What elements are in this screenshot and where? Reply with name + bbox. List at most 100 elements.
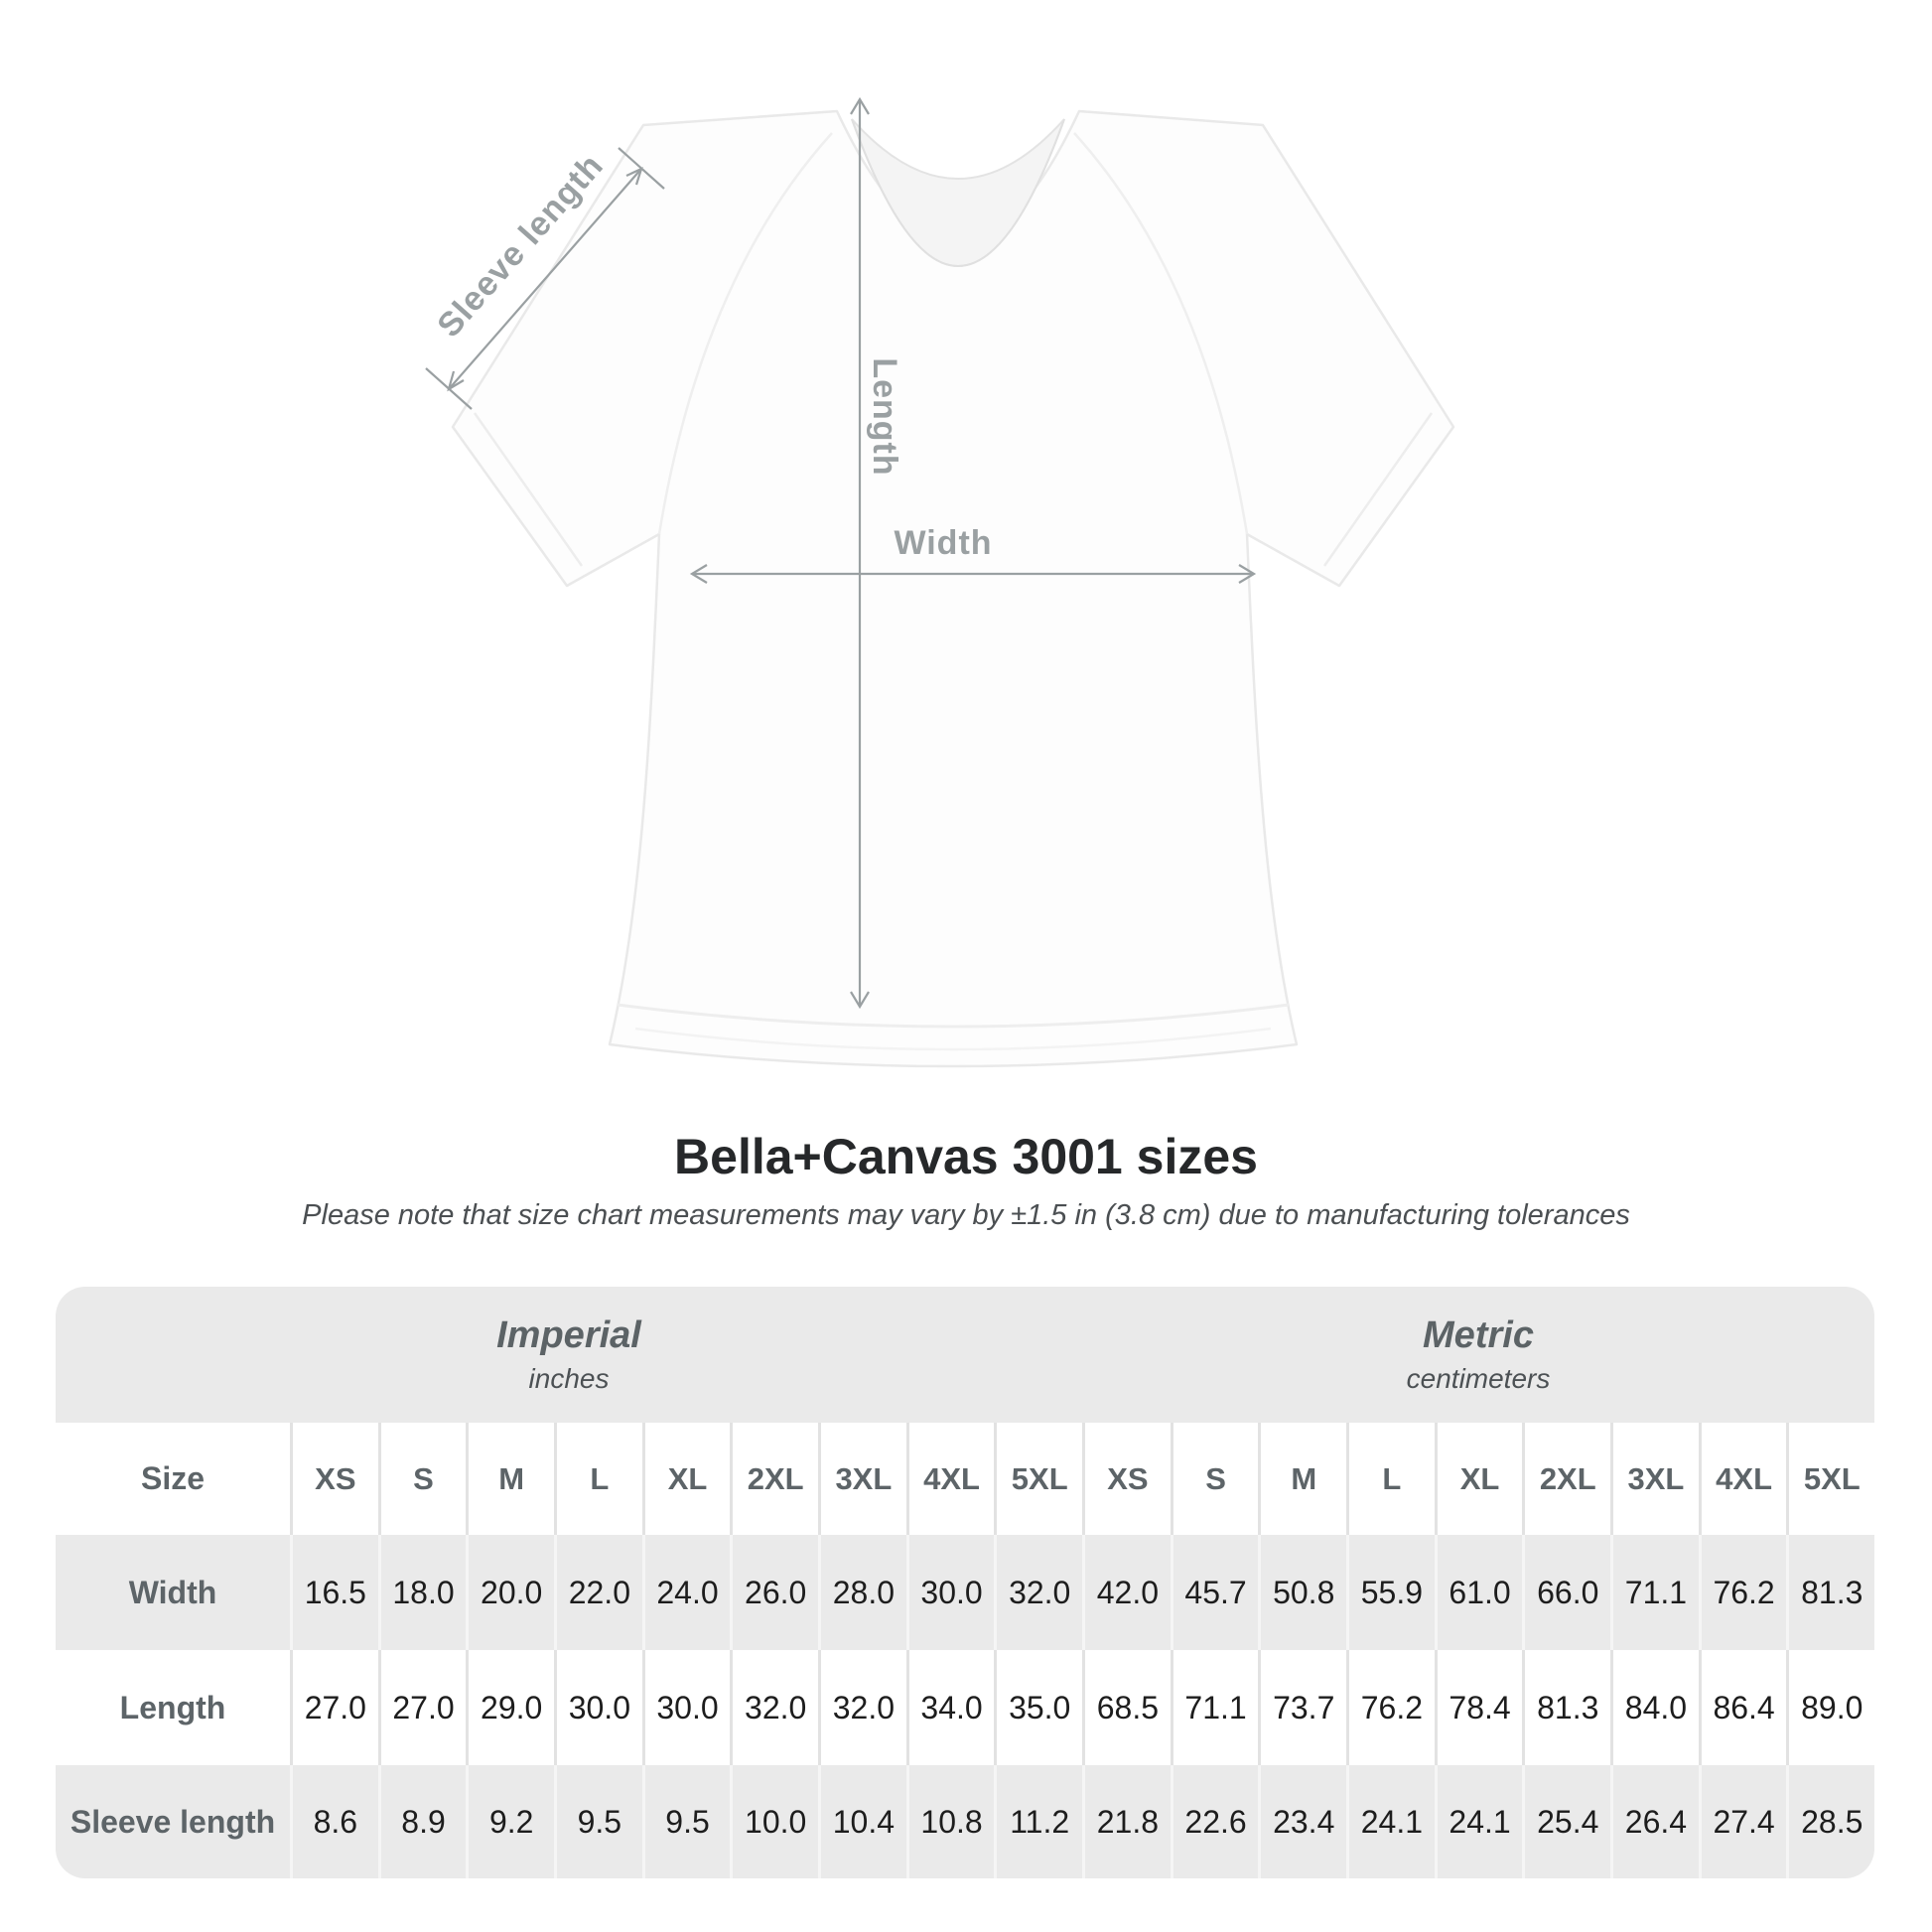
metric-value-cell: 24.1 (1346, 1765, 1435, 1878)
imperial-value-cell: 9.2 (466, 1765, 554, 1878)
metric-size-header-2XL: 2XL (1522, 1423, 1610, 1535)
metric-value-cell: 25.4 (1522, 1765, 1610, 1878)
left-armhole-seam (657, 132, 833, 535)
metric-size-header-S: S (1170, 1423, 1259, 1535)
imperial-value-cell: 32.0 (730, 1650, 818, 1765)
metric-value-cell: 27.4 (1698, 1765, 1787, 1878)
metric-value-cell: 28.5 (1786, 1765, 1874, 1878)
imperial-value-cell: 29.0 (466, 1650, 554, 1765)
metric-section-header: Metric centimeters (1082, 1287, 1874, 1423)
imperial-size-header-2XL: 2XL (730, 1423, 818, 1535)
imperial-size-header-XS: XS (290, 1423, 378, 1535)
imperial-value-cell: 10.4 (818, 1765, 906, 1878)
metric-section-title: Metric (1423, 1314, 1534, 1356)
bottom-hem-stitch (617, 1003, 1290, 1029)
imperial-section-title: Imperial (496, 1314, 641, 1356)
metric-size-header-M: M (1258, 1423, 1346, 1535)
metric-value-cell: 71.1 (1610, 1535, 1699, 1650)
imperial-value-cell: 8.9 (377, 1765, 467, 1878)
metric-value-cell: 50.8 (1258, 1535, 1346, 1650)
imperial-size-header-XL: XL (641, 1423, 731, 1535)
metric-value-cell: 45.7 (1170, 1535, 1259, 1650)
metric-value-cell: 24.1 (1434, 1765, 1523, 1878)
imperial-value-cell: 26.0 (730, 1535, 818, 1650)
metric-size-header-5XL: 5XL (1786, 1423, 1874, 1535)
row-label: Length (119, 1689, 226, 1725)
metric-value-cell: 68.5 (1082, 1650, 1171, 1765)
imperial-value-cell: 16.5 (290, 1535, 378, 1650)
imperial-value-cell: 11.2 (994, 1765, 1082, 1878)
imperial-value-cell: 32.0 (818, 1650, 906, 1765)
dimension-annotations (425, 96, 1257, 1010)
measurement-row: Sleeve length 8.6 8.9 9.2 9.5 9.5 10.0 10.4 10.8… (56, 1765, 1874, 1878)
metric-value-cell: 76.2 (1346, 1650, 1435, 1765)
collar-band-line (851, 118, 1065, 267)
page-subtitle: Please note that size chart measurements… (302, 1199, 1630, 1231)
bottom-hem-shadow (634, 1027, 1272, 1051)
imperial-value-cell: 10.0 (730, 1765, 818, 1878)
metric-value-cell: 89.0 (1786, 1650, 1874, 1765)
measurement-row: Width 16.5 18.0 20.0 22.0 24.0 26.0 28.0 30.0 32.… (56, 1535, 1874, 1650)
metric-size-header-3XL: 3XL (1610, 1423, 1699, 1535)
unit-section-band: Imperial inches Metric centimeters (56, 1287, 1874, 1423)
imperial-value-cell: 27.0 (290, 1650, 378, 1765)
imperial-size-header-5XL: 5XL (994, 1423, 1082, 1535)
size-corner-label: Size (140, 1460, 206, 1496)
right-armhole-seam (1073, 132, 1249, 535)
width-label: Width (894, 524, 992, 562)
imperial-value-cell: 30.0 (554, 1650, 642, 1765)
imperial-value-cell: 32.0 (994, 1535, 1082, 1650)
metric-value-cell: 22.6 (1170, 1765, 1259, 1878)
imperial-value-cell: 24.0 (641, 1535, 731, 1650)
imperial-size-header-4XL: 4XL (905, 1423, 995, 1535)
metric-value-cell: 23.4 (1258, 1765, 1346, 1878)
size-header-row: Size XS S M L XL 2XL 3XL 4XL 5XL XS S M L XL 2XL 3XL 4XL 5… (56, 1423, 1874, 1535)
size-chart-table: Imperial inches Metric centimeters Size X… (56, 1287, 1874, 1878)
imperial-size-header-S: S (377, 1423, 467, 1535)
metric-value-cell: 73.7 (1258, 1650, 1346, 1765)
metric-value-cell: 84.0 (1610, 1650, 1699, 1765)
metric-value-cell: 66.0 (1522, 1535, 1610, 1650)
metric-value-cell: 61.0 (1434, 1535, 1523, 1650)
imperial-value-cell: 35.0 (994, 1650, 1082, 1765)
imperial-value-cell: 9.5 (641, 1765, 731, 1878)
metric-size-header-L: L (1346, 1423, 1435, 1535)
imperial-value-cell: 22.0 (554, 1535, 642, 1650)
imperial-value-cell: 30.0 (641, 1650, 731, 1765)
imperial-value-cell: 9.5 (554, 1765, 642, 1878)
imperial-value-cell: 20.0 (466, 1535, 554, 1650)
metric-size-header-XL: XL (1434, 1423, 1523, 1535)
metric-value-cell: 81.3 (1522, 1650, 1610, 1765)
imperial-value-cell: 28.0 (818, 1535, 906, 1650)
metric-value-cell: 42.0 (1082, 1535, 1171, 1650)
imperial-value-cell: 8.6 (290, 1765, 378, 1878)
imperial-value-cell: 30.0 (905, 1535, 995, 1650)
imperial-section-unit: inches (528, 1363, 610, 1394)
metric-value-cell: 76.2 (1698, 1535, 1787, 1650)
metric-value-cell: 81.3 (1786, 1535, 1874, 1650)
width-dimension-line (689, 564, 1257, 584)
imperial-size-header-L: L (554, 1423, 642, 1535)
page-title: Bella+Canvas 3001 sizes (674, 1129, 1258, 1184)
row-label: Width (128, 1574, 217, 1610)
imperial-size-header-3XL: 3XL (818, 1423, 906, 1535)
length-dimension-line (850, 96, 870, 1010)
metric-value-cell: 26.4 (1610, 1765, 1699, 1878)
left-cuff-hem (473, 412, 584, 567)
imperial-value-cell: 34.0 (905, 1650, 995, 1765)
length-label: Length (866, 357, 903, 476)
metric-value-cell: 55.9 (1346, 1535, 1435, 1650)
imperial-value-cell: 27.0 (377, 1650, 467, 1765)
metric-value-cell: 78.4 (1434, 1650, 1523, 1765)
metric-section-unit: centimeters (1406, 1363, 1551, 1394)
imperial-value-cell: 18.0 (377, 1535, 467, 1650)
imperial-size-header-M: M (466, 1423, 554, 1535)
imperial-value-cell: 10.8 (905, 1765, 995, 1878)
tshirt-illustration (451, 109, 1455, 1068)
row-label: Sleeve length (69, 1803, 276, 1840)
metric-value-cell: 21.8 (1082, 1765, 1171, 1878)
metric-size-header-4XL: 4XL (1698, 1423, 1787, 1535)
measurement-row: Length 27.0 27.0 29.0 30.0 30.0 32.0 32.0 34.0 35… (56, 1650, 1874, 1765)
